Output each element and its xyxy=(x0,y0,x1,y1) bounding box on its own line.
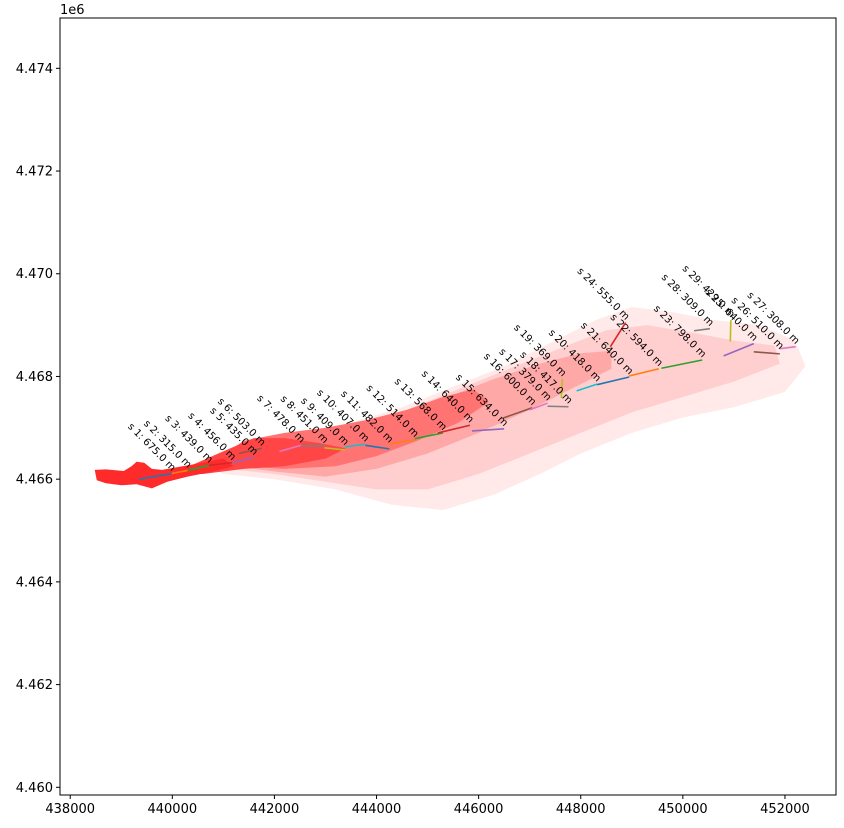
segment-6 xyxy=(238,447,262,455)
y-tick-label: 4.472 xyxy=(16,165,53,180)
segment-26 xyxy=(753,351,780,355)
y-tick-label: 4.470 xyxy=(16,267,53,282)
x-axis: 438000 440000 442000 444000 446000 448000 4500… xyxy=(45,795,810,817)
segment-13 xyxy=(414,432,444,440)
segment-11 xyxy=(365,444,390,450)
x-tick-label: 448000 xyxy=(556,802,606,817)
x-tick-label: 452000 xyxy=(760,802,810,817)
x-tick-label: 438000 xyxy=(45,802,95,817)
segment-21 xyxy=(596,376,630,386)
plume-area xyxy=(94,307,806,510)
segment-5 xyxy=(231,456,255,464)
y-tick-label: 4.466 xyxy=(16,473,53,488)
segment-27 xyxy=(779,345,796,350)
segment-3 xyxy=(187,464,210,472)
segment-15 xyxy=(471,428,505,432)
segment-28 xyxy=(693,327,711,332)
segment-25 xyxy=(723,342,755,357)
segment-22 xyxy=(629,367,660,377)
segment-19 xyxy=(560,378,564,399)
segment-20 xyxy=(576,383,598,392)
segment-4 xyxy=(208,461,233,467)
y-tick-label: 4.468 xyxy=(16,370,53,385)
y-tick-label: 4.464 xyxy=(16,575,53,590)
y-tick-label: 4.460 xyxy=(16,781,53,796)
y-tick-label: 4.474 xyxy=(16,62,53,77)
segment-17 xyxy=(529,402,548,411)
plume-layer-6 xyxy=(94,458,234,489)
segment-1 xyxy=(138,472,172,480)
segments xyxy=(138,319,796,480)
segment-29 xyxy=(729,319,732,342)
y-tick-label: 4.462 xyxy=(16,678,53,693)
x-tick-label: 444000 xyxy=(352,802,402,817)
segment-14 xyxy=(437,424,471,434)
axes-frame xyxy=(59,17,837,796)
segment-24 xyxy=(609,322,627,348)
segment-7 xyxy=(279,444,302,453)
segment-23 xyxy=(661,359,703,370)
segment-2 xyxy=(171,469,188,475)
x-tick-label: 440000 xyxy=(147,802,197,817)
segment-9 xyxy=(324,447,345,451)
segment-10 xyxy=(344,443,366,448)
segment-12 xyxy=(389,438,415,446)
y-axis: 4.460 4.462 4.464 4.466 4.468 4.470 4.472 4.474 xyxy=(16,62,60,796)
y-offset-label: 1e6 xyxy=(60,3,85,18)
x-tick-label: 442000 xyxy=(250,802,300,817)
x-tick-label: 450000 xyxy=(658,802,708,817)
x-tick-label: 446000 xyxy=(454,802,504,817)
segment-16 xyxy=(502,407,533,419)
segment-18 xyxy=(547,405,569,408)
